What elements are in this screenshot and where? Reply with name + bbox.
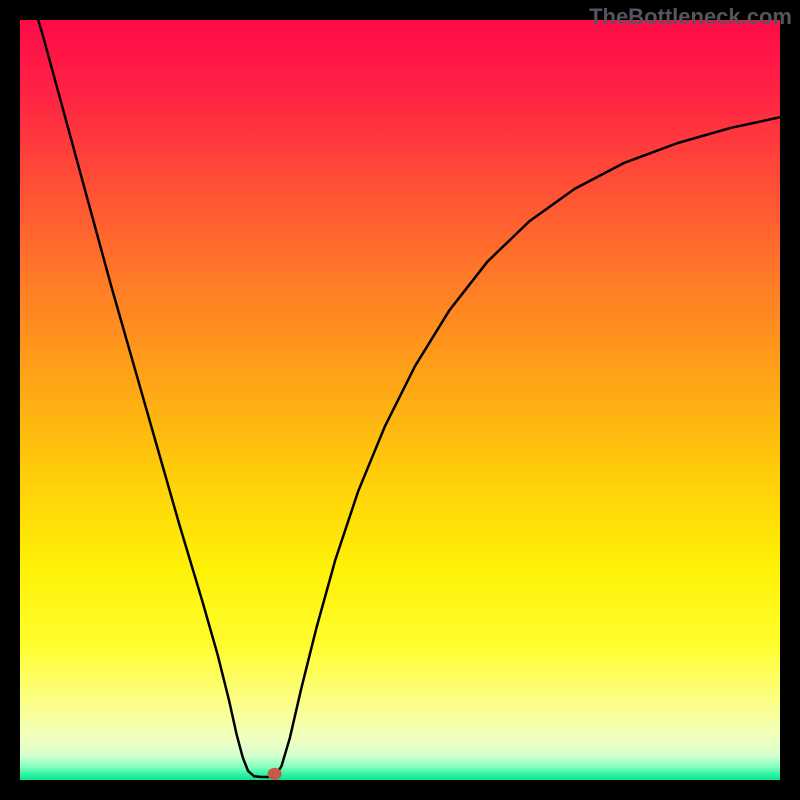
chart-container: TheBottleneck.com [0, 0, 800, 800]
minimum-marker [268, 768, 282, 780]
watermark-text: TheBottleneck.com [589, 4, 792, 30]
chart-background [20, 20, 780, 780]
bottleneck-chart [0, 0, 800, 800]
